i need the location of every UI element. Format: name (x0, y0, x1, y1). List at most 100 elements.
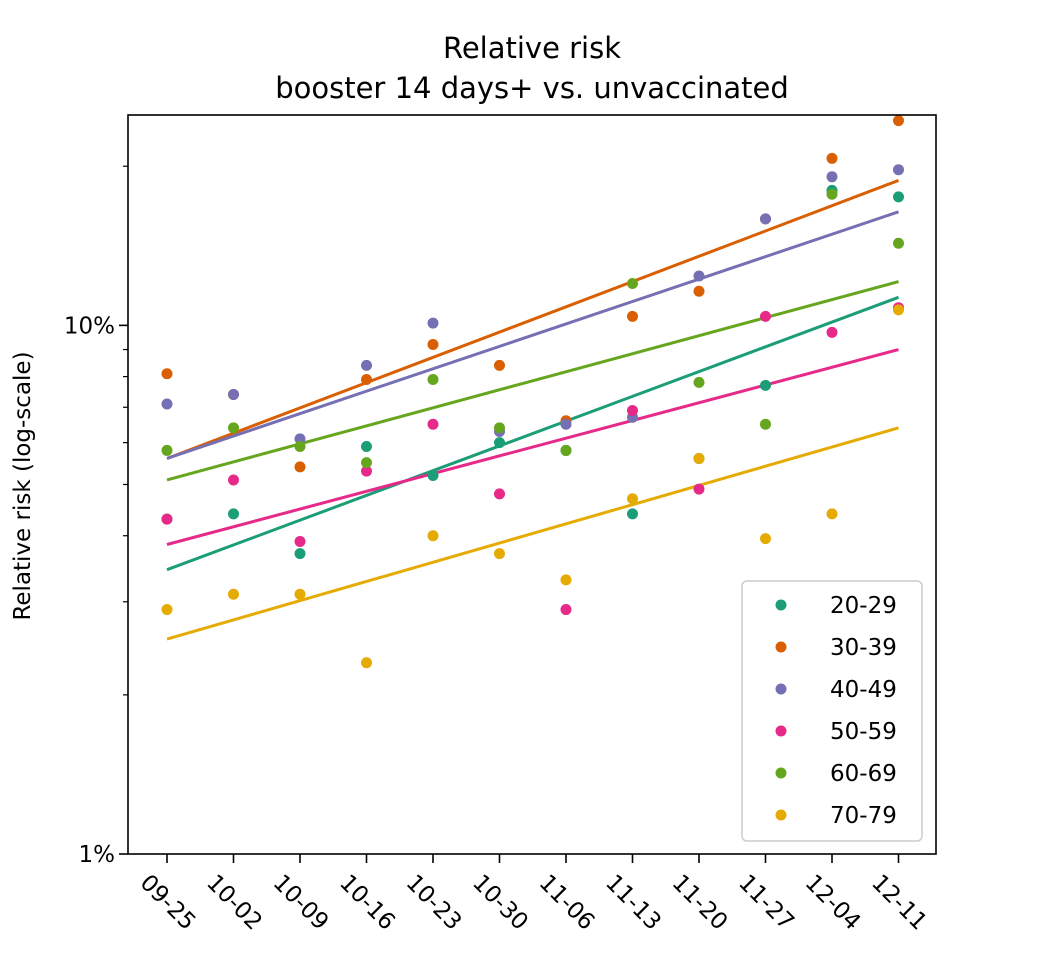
point-20-29 (361, 441, 372, 453)
point-50-59 (427, 418, 439, 430)
point-30-39 (294, 461, 306, 473)
point-50-59 (826, 326, 838, 338)
trend-line-20-29 (166, 295, 900, 572)
x-tick-label: 10-16 (334, 870, 400, 936)
chart-subtitle: booster 14 days+ vs. unvaccinated (275, 71, 789, 105)
point-40-49 (361, 359, 372, 371)
trend-line-70-79 (166, 426, 899, 641)
point-20-29 (228, 508, 239, 520)
x-tick-label: 11-20 (667, 870, 733, 936)
legend-label: 50-59 (830, 719, 897, 745)
x-tick-label: 10-02 (201, 870, 267, 936)
y-tick-label: 10% (64, 313, 115, 339)
point-60-69 (228, 422, 239, 434)
point-60-69 (627, 278, 638, 290)
point-30-39 (826, 152, 838, 164)
trend-line-40-49 (166, 210, 899, 460)
x-tick-label: 12-04 (800, 870, 866, 936)
point-40-49 (693, 270, 705, 282)
point-30-39 (627, 310, 638, 322)
point-30-39 (893, 115, 904, 127)
point-40-49 (161, 398, 173, 410)
point-60-69 (494, 422, 505, 434)
legend-label: 40-49 (830, 677, 897, 703)
point-40-49 (893, 164, 904, 176)
legend-marker-20-29 (775, 599, 787, 611)
point-70-79 (228, 588, 239, 600)
y-axis-label: Relative risk (log-scale) (10, 351, 36, 620)
y-tick-label: 1% (79, 842, 116, 868)
chart-title: Relative risk (443, 31, 621, 65)
point-50-59 (361, 465, 372, 477)
point-60-69 (361, 457, 372, 469)
legend-label: 20-29 (830, 593, 897, 619)
point-60-69 (693, 376, 705, 388)
point-30-39 (361, 373, 372, 385)
point-50-59 (627, 405, 638, 417)
trend-line-50-59 (166, 348, 899, 546)
trend-line-60-69 (166, 280, 899, 482)
point-30-39 (427, 339, 439, 351)
point-50-59 (494, 488, 505, 500)
point-70-79 (893, 304, 904, 316)
point-40-49 (427, 317, 439, 329)
legend-marker-40-49 (775, 683, 787, 695)
point-60-69 (560, 444, 572, 456)
point-60-69 (826, 188, 838, 200)
point-70-79 (826, 508, 838, 520)
point-20-29 (627, 508, 638, 520)
point-60-69 (760, 418, 771, 430)
legend-label: 60-69 (830, 761, 897, 787)
point-30-39 (693, 285, 705, 297)
point-20-29 (494, 437, 505, 449)
point-70-79 (161, 604, 173, 616)
point-30-39 (161, 368, 173, 380)
legend-marker-70-79 (775, 809, 787, 821)
point-70-79 (627, 493, 638, 505)
x-tick-label: 10-23 (401, 870, 467, 936)
point-70-79 (693, 452, 705, 464)
point-70-79 (560, 574, 572, 586)
point-20-29 (893, 191, 904, 203)
point-60-69 (893, 237, 904, 249)
point-50-59 (760, 310, 771, 322)
point-40-49 (294, 433, 306, 445)
point-20-29 (294, 548, 306, 560)
point-70-79 (494, 548, 505, 560)
point-60-69 (161, 444, 173, 456)
legend: 20-29 30-39 40-49 50-59 60-69 70-79 (741, 580, 923, 842)
x-tick-label: 11-06 (534, 870, 600, 936)
x-tick-label: 10-09 (268, 870, 334, 936)
x-tick-label: 10-30 (467, 870, 533, 936)
point-30-39 (494, 359, 505, 371)
x-tick-label: 12-11 (866, 870, 932, 936)
x-tick-label: 09-25 (135, 870, 201, 936)
point-50-59 (294, 536, 306, 548)
x-tick-label: 11-13 (600, 870, 666, 936)
trend-line-30-39 (166, 179, 900, 460)
point-50-59 (161, 513, 173, 525)
point-40-49 (826, 171, 838, 183)
point-60-69 (294, 441, 306, 453)
point-60-69 (427, 373, 439, 385)
point-70-79 (760, 533, 771, 545)
point-20-29 (760, 379, 771, 391)
point-40-49 (760, 213, 771, 225)
point-50-59 (560, 604, 572, 616)
legend-box (741, 580, 923, 842)
axes-frame (127, 114, 937, 855)
legend-marker-60-69 (775, 767, 787, 779)
legend-marker-50-59 (775, 725, 787, 737)
point-70-79 (427, 530, 439, 542)
legend-label: 70-79 (830, 803, 897, 829)
point-70-79 (361, 657, 372, 669)
point-70-79 (294, 588, 306, 600)
x-tick-label: 11-27 (733, 870, 799, 936)
legend-marker-30-39 (775, 641, 787, 653)
point-50-59 (693, 483, 705, 495)
point-40-49 (228, 388, 239, 400)
legend-label: 30-39 (830, 635, 897, 661)
point-50-59 (228, 474, 239, 486)
point-20-29 (427, 469, 439, 481)
